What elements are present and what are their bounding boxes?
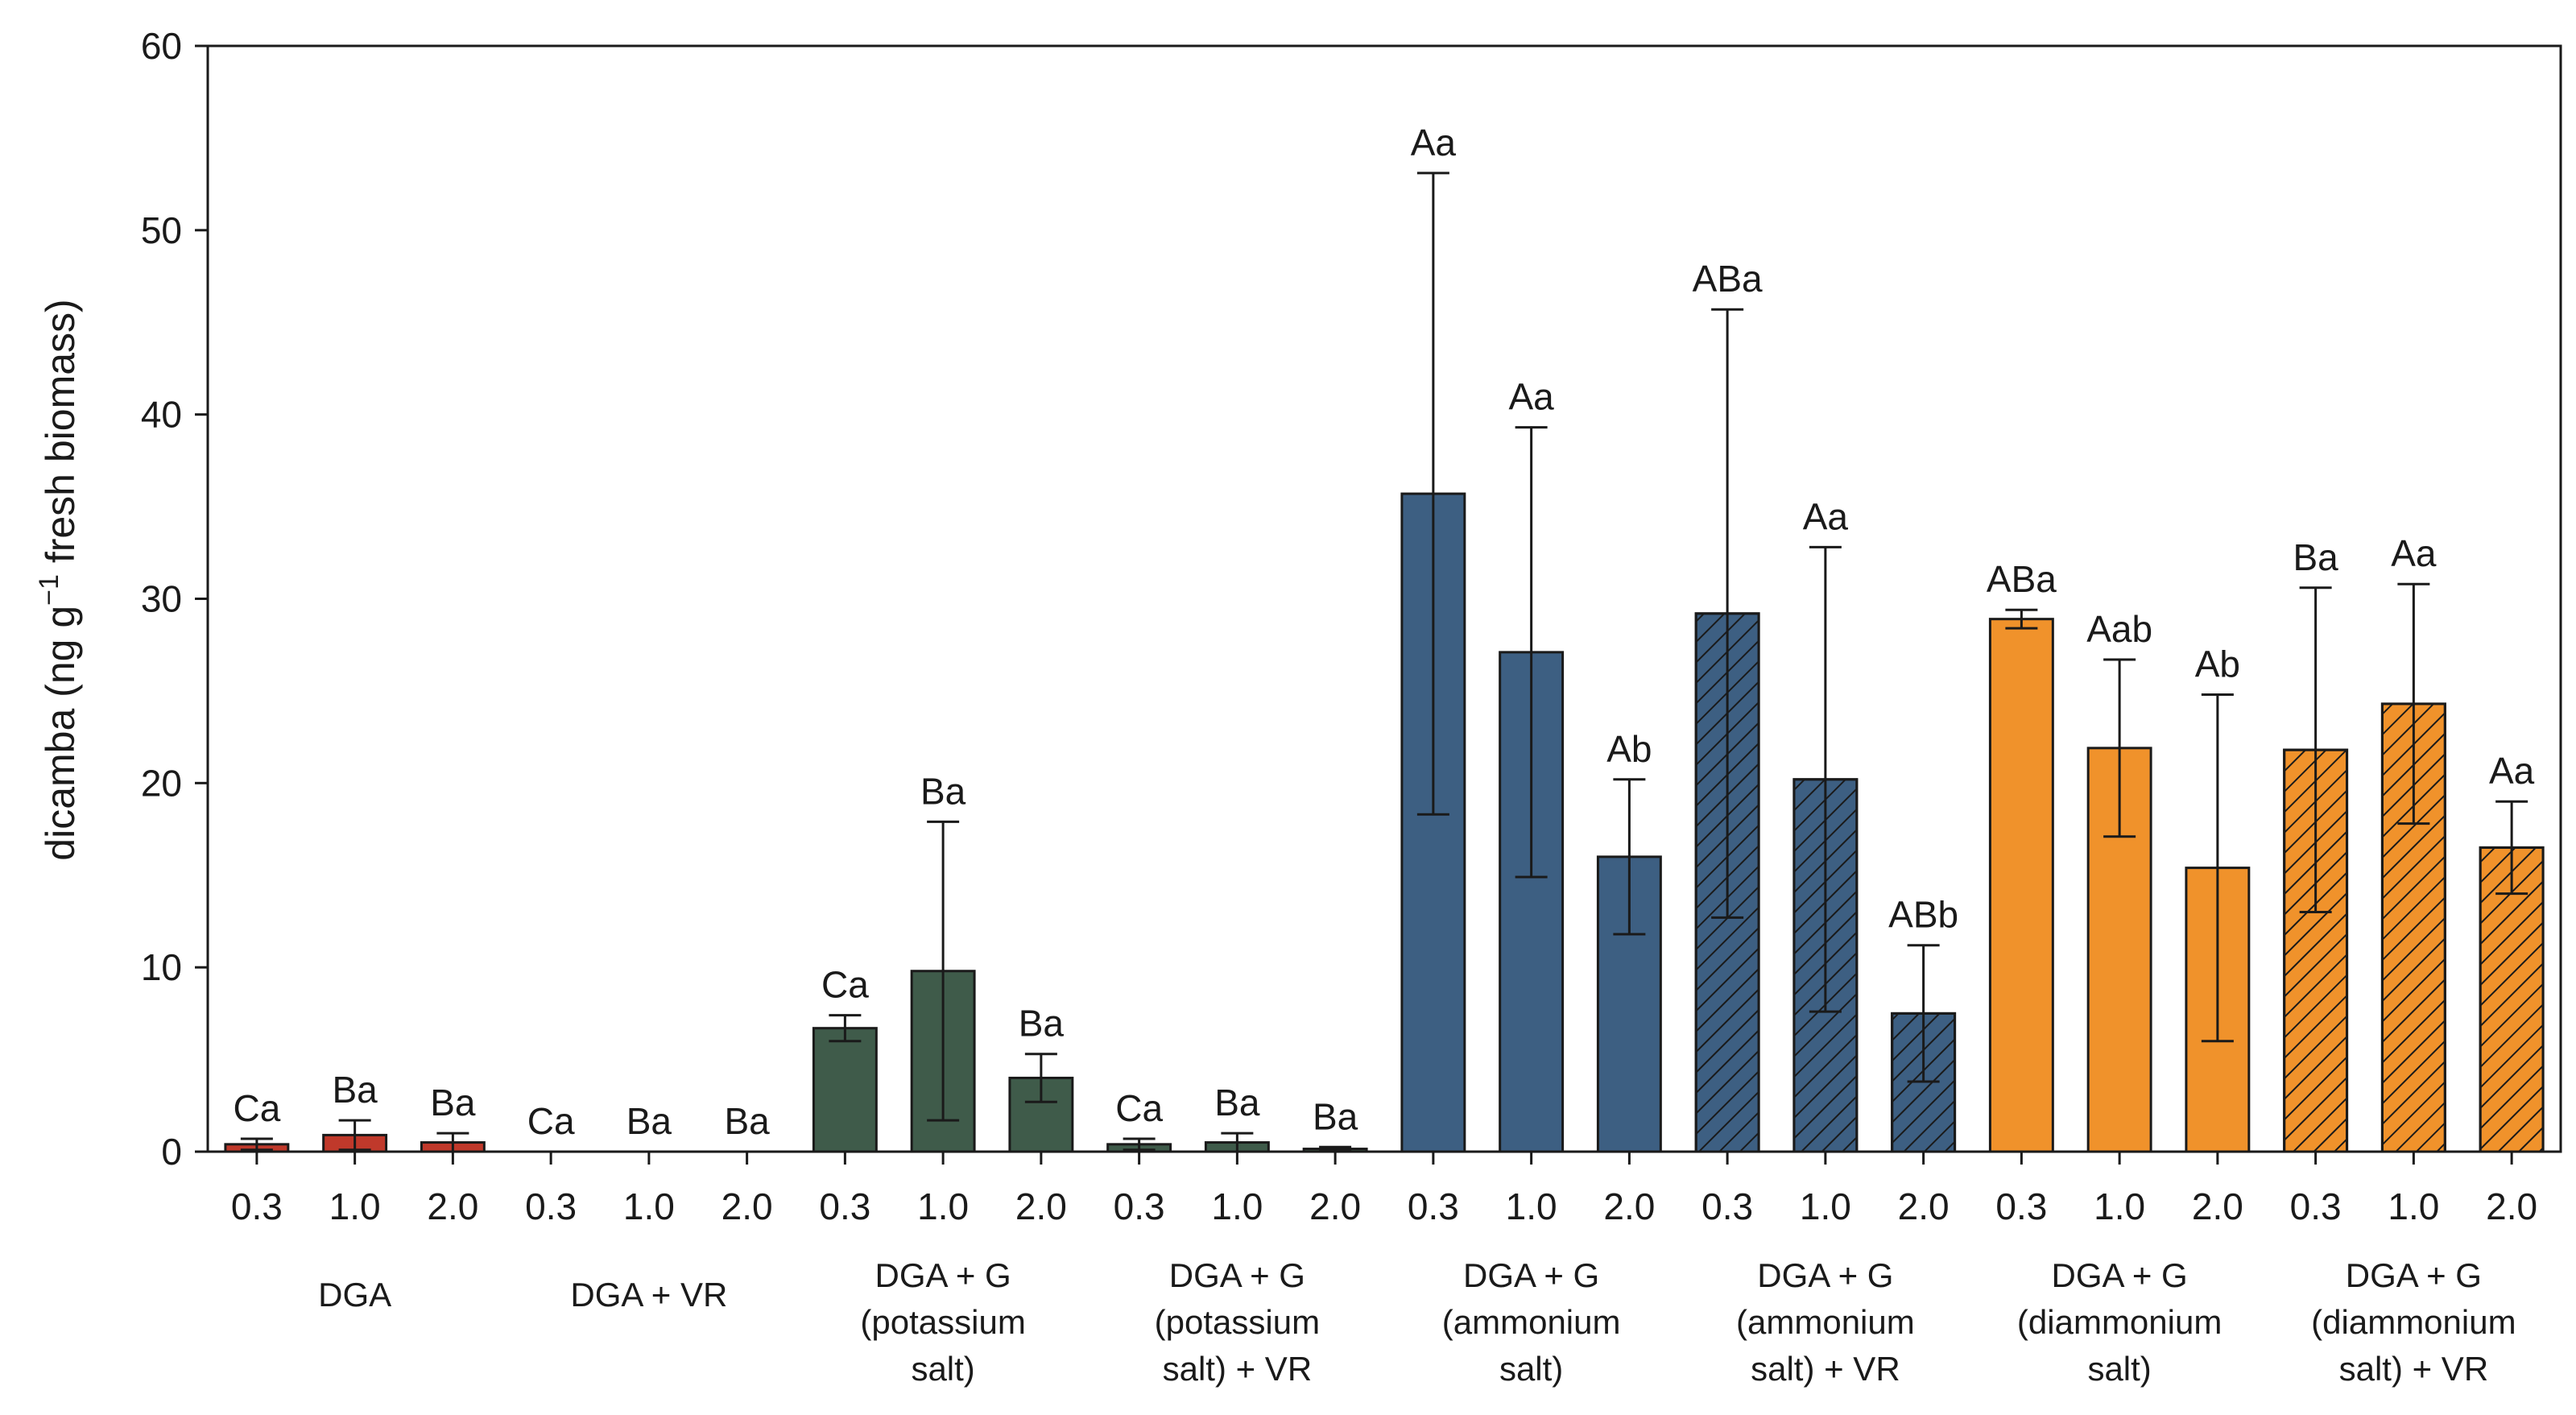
group-label: salt) + VR xyxy=(1163,1350,1313,1388)
significance-letter: Ca xyxy=(527,1100,575,1142)
x-tick-label: 2.0 xyxy=(2192,1185,2243,1227)
x-tick-label: 2.0 xyxy=(2486,1185,2537,1227)
group-label: DGA + G xyxy=(1463,1256,1599,1294)
y-axis-title-main: dicamba (ng g xyxy=(38,606,83,861)
group-label: (potassium xyxy=(860,1303,1025,1341)
error-bars-layer xyxy=(240,172,2528,1152)
x-tick-label: 1.0 xyxy=(1506,1185,1557,1227)
group-label: salt) xyxy=(911,1350,974,1388)
x-tick-label: 0.3 xyxy=(231,1185,283,1227)
group-label: (ammonium xyxy=(1736,1303,1915,1341)
group-label: (diammonium xyxy=(2311,1303,2516,1341)
x-tick-label: 0.3 xyxy=(1701,1185,1753,1227)
x-tick-label: 1.0 xyxy=(1800,1185,1851,1227)
x-tick-label: 1.0 xyxy=(1211,1185,1263,1227)
y-tick-label: 40 xyxy=(141,394,182,436)
group-label: DGA + G xyxy=(2346,1256,2482,1294)
x-tick-label: 0.3 xyxy=(1995,1185,2047,1227)
bars-layer xyxy=(224,492,2545,1153)
significance-letters-layer: Ca Ba Ba Ca Ba Ba Ca Ba Ba Ca Ba Ba Aa Aa Ab ABa Aa ABb AB… xyxy=(233,122,2534,1142)
significance-letter: Aa xyxy=(1803,495,1849,537)
significance-letter: Ba xyxy=(1214,1082,1260,1123)
significance-letter: Aa xyxy=(2391,532,2437,574)
x-tick-label: 1.0 xyxy=(2388,1185,2439,1227)
x-tick-label: 0.3 xyxy=(2290,1185,2342,1227)
group-label: DGA + G xyxy=(875,1256,1011,1294)
group-label: DGA + G xyxy=(1757,1256,1893,1294)
group-label: DGA + VR xyxy=(570,1276,727,1314)
y-tick-label: 0 xyxy=(161,1131,182,1173)
x-tick-label: 0.3 xyxy=(525,1185,577,1227)
group-label: (diammonium xyxy=(2017,1303,2222,1341)
x-tick-label: 2.0 xyxy=(1603,1185,1655,1227)
y-tick-label: 50 xyxy=(141,209,182,251)
bar xyxy=(1988,618,2054,1153)
significance-letter: Ba xyxy=(1019,1003,1065,1045)
significance-letter: Aab xyxy=(2086,608,2152,650)
significance-letter: Ba xyxy=(2293,536,2338,578)
x-tick-label: 0.3 xyxy=(1114,1185,1165,1227)
x-tick-label: 2.0 xyxy=(1309,1185,1361,1227)
x-tick-label: 2.0 xyxy=(722,1185,773,1227)
group-label: DGA + G xyxy=(2052,1256,2188,1294)
x-tick-label: 2.0 xyxy=(427,1185,478,1227)
x-tick-label: 0.3 xyxy=(819,1185,870,1227)
y-tick-label: 60 xyxy=(141,25,182,67)
significance-letter: ABa xyxy=(1987,558,2057,600)
x-tick-label: 1.0 xyxy=(917,1185,969,1227)
group-label: (ammonium xyxy=(1442,1303,1621,1341)
significance-letter: Ca xyxy=(1115,1087,1163,1129)
significance-letter: Ca xyxy=(233,1087,280,1129)
y-tick-label: 30 xyxy=(141,578,182,620)
group-label: salt) xyxy=(1499,1350,1563,1388)
x-tick-label: 2.0 xyxy=(1898,1185,1950,1227)
significance-letter: ABb xyxy=(1888,894,1958,936)
y-tick-label: 10 xyxy=(141,946,182,988)
y-axis-title-tail: fresh biomass) xyxy=(38,299,83,574)
x-tick-label: 1.0 xyxy=(329,1185,381,1227)
y-tick-label: 20 xyxy=(141,762,182,804)
x-tick-label: 1.0 xyxy=(2094,1185,2145,1227)
significance-letter: Ba xyxy=(626,1100,672,1142)
significance-letter: Ba xyxy=(724,1100,770,1142)
y-axis: 0 10 20 30 40 50 60 xyxy=(141,25,208,1173)
significance-letter: Ca xyxy=(821,964,869,1006)
significance-letter: Aa xyxy=(1508,376,1554,418)
group-label: DGA xyxy=(318,1276,391,1314)
significance-letter: Ba xyxy=(332,1069,378,1111)
significance-letter: Aa xyxy=(1411,122,1457,163)
significance-letter: Ba xyxy=(430,1082,476,1123)
bar xyxy=(812,1027,878,1153)
significance-letter: Ba xyxy=(1313,1095,1358,1137)
group-label: salt) + VR xyxy=(1751,1350,1900,1388)
group-label: (potassium xyxy=(1155,1303,1320,1341)
significance-letter: Aa xyxy=(2489,750,2535,792)
y-axis-title-superscript: −1 xyxy=(34,574,64,606)
group-label: salt) xyxy=(2087,1350,2151,1388)
group-label: salt) + VR xyxy=(2339,1350,2489,1388)
significance-letter: Ab xyxy=(2195,643,2240,685)
significance-letter: Ab xyxy=(1606,728,1652,770)
significance-letter: Ba xyxy=(920,770,966,812)
x-tick-label: 1.0 xyxy=(623,1185,675,1227)
significance-letter: ABa xyxy=(1693,258,1763,300)
x-tick-label: 2.0 xyxy=(1015,1185,1067,1227)
x-tick-label: 0.3 xyxy=(1408,1185,1459,1227)
group-label: DGA + G xyxy=(1169,1256,1305,1294)
y-axis-title: dicamba (ng g−1 fresh biomass) xyxy=(34,299,83,860)
